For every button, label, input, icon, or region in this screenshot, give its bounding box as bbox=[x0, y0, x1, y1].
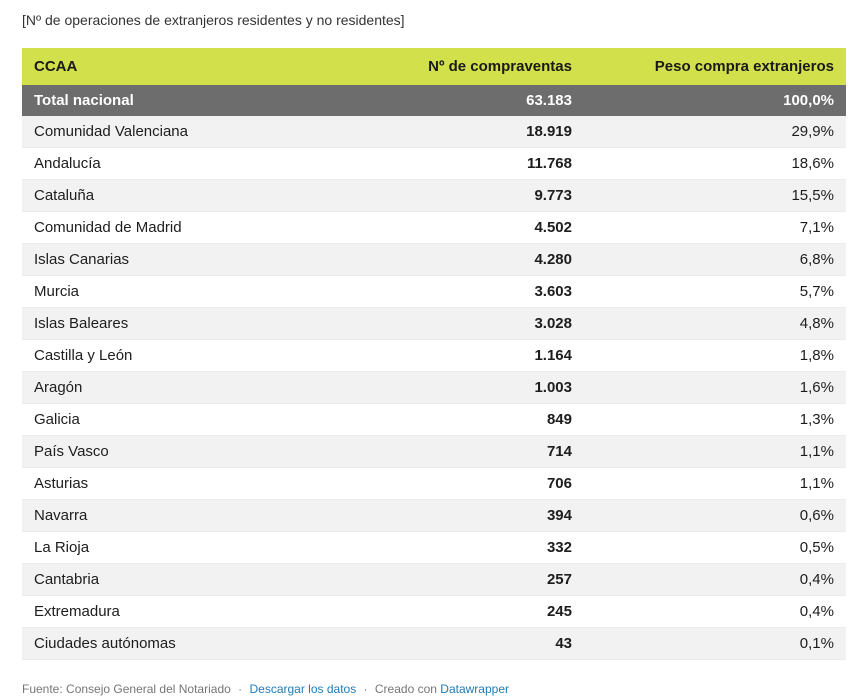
share-value-cell: 29,9% bbox=[584, 116, 846, 148]
table-row: Andalucía 11.768 18,6% bbox=[22, 147, 846, 180]
operations-value-cell: 11.768 bbox=[384, 147, 584, 180]
region-name-cell: Andalucía bbox=[22, 147, 384, 180]
region-name-cell: Cataluña bbox=[22, 179, 384, 212]
table-row: País Vasco 714 1,1% bbox=[22, 435, 846, 468]
operations-value-cell: 714 bbox=[384, 435, 584, 468]
region-name-cell: Islas Baleares bbox=[22, 307, 384, 340]
operations-value-cell: 4.280 bbox=[384, 243, 584, 276]
created-with-text: Creado con bbox=[374, 682, 437, 696]
operations-value-cell: 43 bbox=[384, 627, 584, 660]
region-name-cell: Comunidad de Madrid bbox=[22, 211, 384, 244]
region-name-cell: Extremadura bbox=[22, 595, 384, 628]
table-row: Asturias 706 1,1% bbox=[22, 467, 846, 500]
share-value-cell: 1,6% bbox=[584, 371, 846, 404]
share-value-cell: 5,7% bbox=[584, 275, 846, 308]
header-row: CCAA Nº de compraventas Peso compra extr… bbox=[22, 48, 846, 85]
footer-separator: · bbox=[238, 682, 243, 696]
region-name-cell: Castilla y León bbox=[22, 339, 384, 372]
region-name-cell: Comunidad Valenciana bbox=[22, 116, 384, 148]
operations-value-cell: 1.164 bbox=[384, 339, 584, 372]
table-row: Aragón 1.003 1,6% bbox=[22, 371, 846, 404]
table-row: Comunidad Valenciana 18.919 29,9% bbox=[22, 116, 846, 148]
operations-value-cell: 9.773 bbox=[384, 179, 584, 212]
operations-value-cell: 245 bbox=[384, 595, 584, 628]
operations-value-cell: 394 bbox=[384, 499, 584, 532]
share-value-cell: 1,1% bbox=[584, 467, 846, 500]
col-header-ccaa: CCAA bbox=[22, 48, 384, 85]
table-row: Extremadura 245 0,4% bbox=[22, 595, 846, 628]
operations-value-cell: 849 bbox=[384, 403, 584, 436]
share-value-cell: 18,6% bbox=[584, 147, 846, 180]
table-row: Ciudades autónomas 43 0,1% bbox=[22, 627, 846, 660]
operations-value-cell: 257 bbox=[384, 563, 584, 596]
operations-value-cell: 3.603 bbox=[384, 275, 584, 308]
region-name-cell: La Rioja bbox=[22, 531, 384, 564]
operations-value-cell: 4.502 bbox=[384, 211, 584, 244]
region-name-cell: Murcia bbox=[22, 275, 384, 308]
share-value-cell: 0,4% bbox=[584, 595, 846, 628]
data-table: CCAA Nº de compraventas Peso compra extr… bbox=[22, 48, 846, 660]
table-row: Cantabria 257 0,4% bbox=[22, 563, 846, 596]
table-body: Total nacional 63.183 100,0% Comunidad Vale… bbox=[22, 85, 846, 660]
operations-value-cell: 63.183 bbox=[384, 85, 584, 116]
share-value-cell: 1,3% bbox=[584, 403, 846, 436]
region-name-cell: Total nacional bbox=[22, 85, 384, 116]
table-footer: Fuente: Consejo General del Notariado · … bbox=[22, 682, 846, 696]
share-value-cell: 15,5% bbox=[584, 179, 846, 212]
region-name-cell: Asturias bbox=[22, 467, 384, 500]
table-row: Comunidad de Madrid 4.502 7,1% bbox=[22, 211, 846, 244]
footer-separator: · bbox=[363, 682, 368, 696]
operations-value-cell: 18.919 bbox=[384, 116, 584, 148]
operations-value-cell: 1.003 bbox=[384, 371, 584, 404]
col-header-peso-extranjeros: Peso compra extranjeros bbox=[584, 48, 846, 85]
share-value-cell: 7,1% bbox=[584, 211, 846, 244]
share-value-cell: 1,1% bbox=[584, 435, 846, 468]
region-name-cell: Navarra bbox=[22, 499, 384, 532]
table-row: La Rioja 332 0,5% bbox=[22, 531, 846, 564]
operations-value-cell: 706 bbox=[384, 467, 584, 500]
datawrapper-link[interactable]: Datawrapper bbox=[440, 682, 509, 696]
region-name-cell: Aragón bbox=[22, 371, 384, 404]
region-name-cell: Cantabria bbox=[22, 563, 384, 596]
download-data-link[interactable]: Descargar los datos bbox=[249, 682, 357, 696]
table-row: Murcia 3.603 5,7% bbox=[22, 275, 846, 308]
table-row: Galicia 849 1,3% bbox=[22, 403, 846, 436]
operations-value-cell: 332 bbox=[384, 531, 584, 564]
share-value-cell: 0,4% bbox=[584, 563, 846, 596]
col-header-compraventas: Nº de compraventas bbox=[384, 48, 584, 85]
operations-value-cell: 3.028 bbox=[384, 307, 584, 340]
table-row: Islas Canarias 4.280 6,8% bbox=[22, 243, 846, 276]
share-value-cell: 4,8% bbox=[584, 307, 846, 340]
share-value-cell: 6,8% bbox=[584, 243, 846, 276]
table-row: Cataluña 9.773 15,5% bbox=[22, 179, 846, 212]
share-value-cell: 0,6% bbox=[584, 499, 846, 532]
region-name-cell: Islas Canarias bbox=[22, 243, 384, 276]
table-subtitle: [Nº de operaciones de extranjeros reside… bbox=[22, 12, 405, 28]
region-name-cell: Galicia bbox=[22, 403, 384, 436]
region-name-cell: País Vasco bbox=[22, 435, 384, 468]
table-row: Navarra 394 0,6% bbox=[22, 499, 846, 532]
share-value-cell: 1,8% bbox=[584, 339, 846, 372]
share-value-cell: 0,5% bbox=[584, 531, 846, 564]
table-row: Islas Baleares 3.028 4,8% bbox=[22, 307, 846, 340]
source-text: Fuente: Consejo General del Notariado bbox=[22, 682, 231, 696]
region-name-cell: Ciudades autónomas bbox=[22, 627, 384, 660]
table-row: Castilla y León 1.164 1,8% bbox=[22, 339, 846, 372]
share-value-cell: 100,0% bbox=[584, 85, 846, 116]
total-row: Total nacional 63.183 100,0% bbox=[22, 85, 846, 116]
share-value-cell: 0,1% bbox=[584, 627, 846, 660]
